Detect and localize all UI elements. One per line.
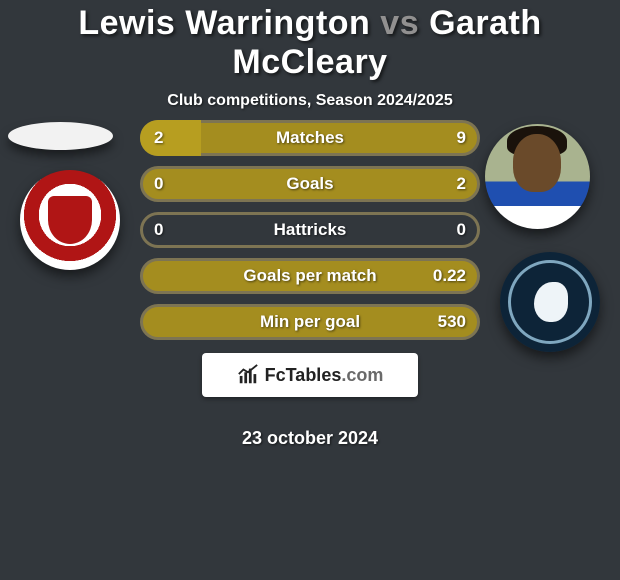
subtitle: Club competitions, Season 2024/2025 — [0, 92, 620, 110]
stat-label: Goals — [140, 166, 480, 202]
player-a-avatar — [8, 122, 113, 150]
title-player-a: Lewis Warrington — [78, 4, 370, 42]
brand-badge: FcTables.com — [202, 353, 418, 397]
stat-label: Goals per match — [140, 258, 480, 294]
stat-label: Min per goal — [140, 304, 480, 340]
page-title: Lewis Warrington vs Garath McCleary — [0, 0, 620, 82]
brand-suffix: .com — [341, 365, 383, 385]
stat-value-right: 0.22 — [433, 258, 466, 294]
stat-row: Min per goal530 — [140, 304, 480, 340]
stat-value-right: 2 — [457, 166, 466, 202]
stat-value-right: 9 — [457, 120, 466, 156]
title-vs: vs — [380, 4, 419, 42]
crest-emblem — [534, 282, 568, 322]
date-label: 23 october 2024 — [0, 428, 620, 449]
avatar-head — [513, 134, 561, 192]
comparison-card: Lewis Warrington vs Garath McCleary Club… — [0, 0, 620, 580]
stat-value-right: 0 — [457, 212, 466, 248]
stat-row: 0Goals2 — [140, 166, 480, 202]
chart-icon — [237, 364, 259, 386]
player-a-club-crest — [20, 170, 120, 270]
stat-label: Matches — [140, 120, 480, 156]
player-b-avatar — [485, 124, 590, 229]
brand-text: FcTables.com — [265, 365, 384, 386]
player-b-club-crest — [500, 252, 600, 352]
stat-row: 0Hattricks0 — [140, 212, 480, 248]
stat-row: Goals per match0.22 — [140, 258, 480, 294]
stat-bars: 2Matches90Goals20Hattricks0Goals per mat… — [140, 120, 480, 350]
stat-label: Hattricks — [140, 212, 480, 248]
brand-name: FcTables — [265, 365, 342, 385]
stat-row: 2Matches9 — [140, 120, 480, 156]
stat-value-right: 530 — [438, 304, 466, 340]
